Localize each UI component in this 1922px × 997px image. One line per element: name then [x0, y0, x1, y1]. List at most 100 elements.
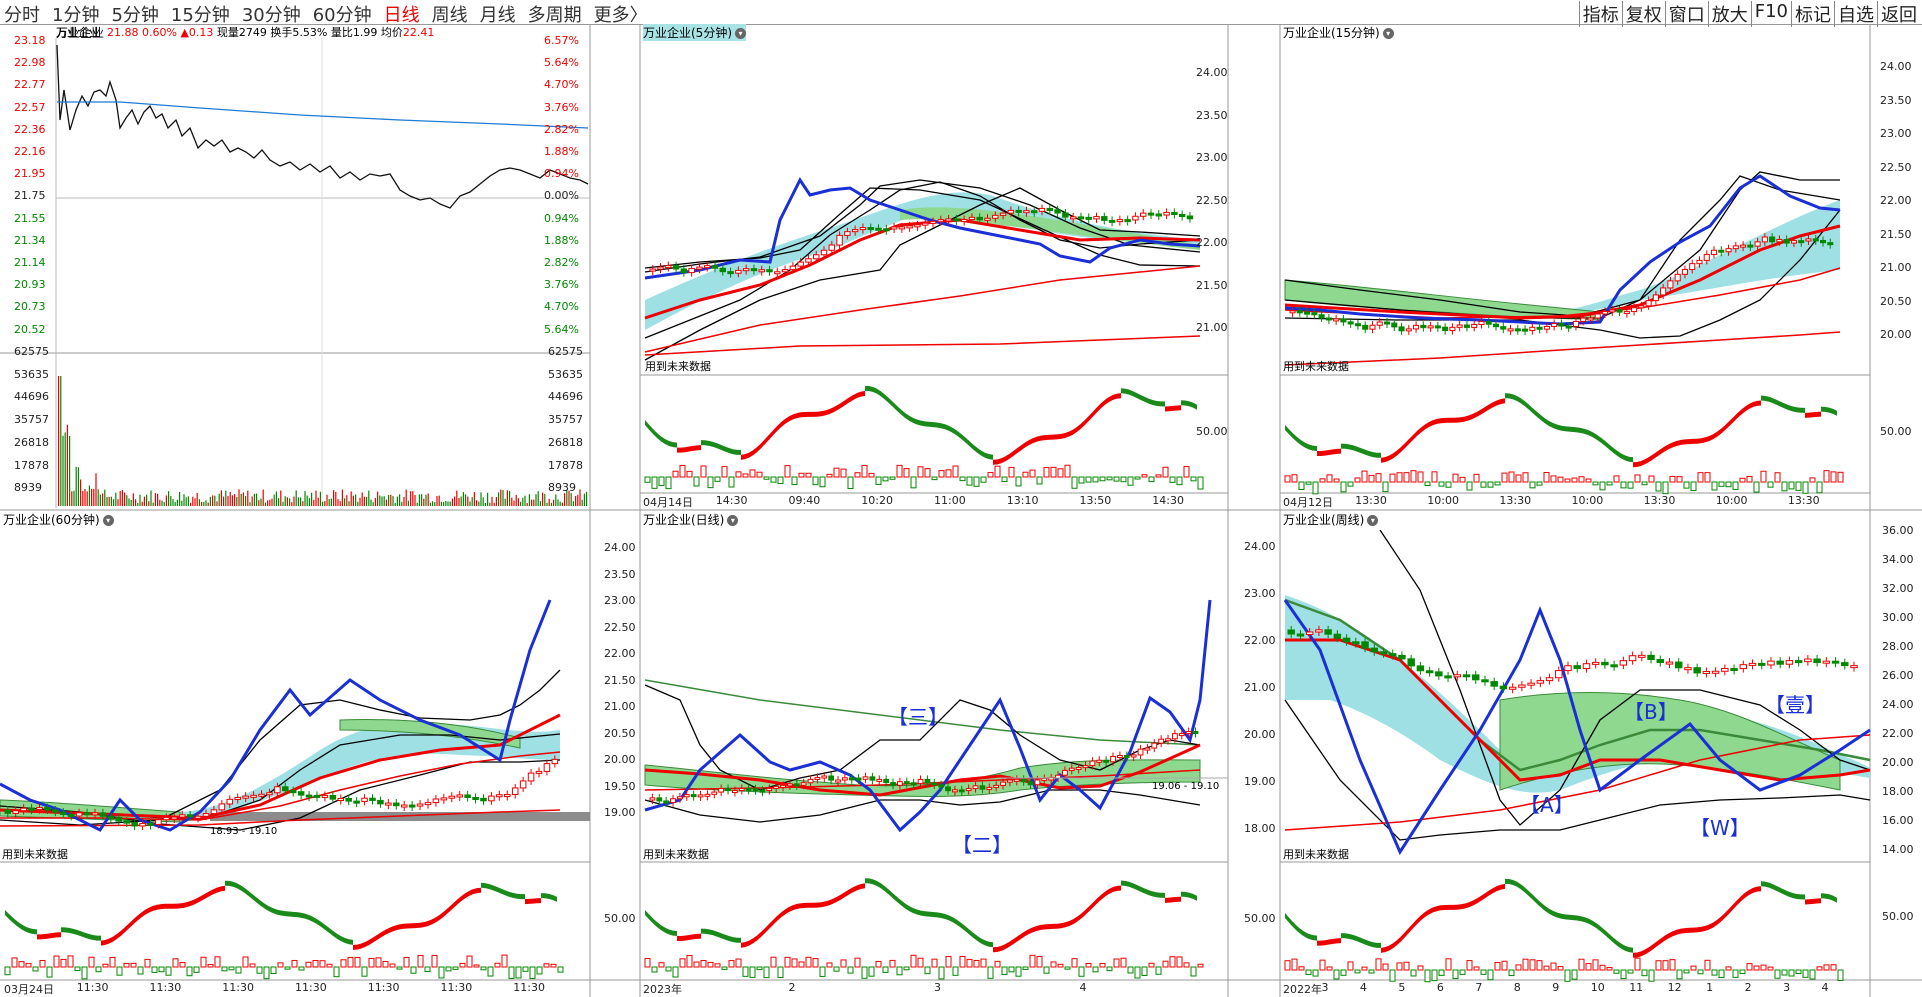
- volume-bar: [418, 494, 420, 506]
- candle: [1631, 307, 1638, 313]
- candle: [1062, 212, 1069, 218]
- candle: [1093, 216, 1100, 220]
- tool-btn-3[interactable]: 放大: [1707, 1, 1751, 27]
- osc-bar: [1613, 969, 1620, 974]
- volume-bar: [128, 498, 130, 506]
- osc-bar: [679, 464, 686, 478]
- tab-0[interactable]: 分时: [4, 5, 40, 26]
- candle: [1702, 670, 1711, 674]
- pweek-xtick: 2: [1744, 981, 1752, 994]
- pday-title[interactable]: 万业企业(日线) ▾: [643, 511, 739, 528]
- candle: [1545, 677, 1554, 682]
- tool-btn-1[interactable]: 复权: [1621, 1, 1665, 27]
- tab-4[interactable]: 30分钟: [241, 5, 301, 26]
- volume-bar: [537, 491, 539, 506]
- tool-btn-0[interactable]: 指标: [1578, 1, 1622, 27]
- osc-bar: [1473, 473, 1480, 483]
- candle: [688, 268, 695, 274]
- candle: [163, 816, 170, 821]
- tab-9[interactable]: 多周期: [527, 5, 582, 26]
- tool-btn-5[interactable]: 标记: [1791, 1, 1834, 27]
- candle: [931, 782, 938, 786]
- osc-bar: [658, 962, 665, 968]
- pweek-ytick: 24.00: [1244, 540, 1276, 553]
- osc-bar: [25, 963, 32, 968]
- volume-bar: [286, 497, 288, 506]
- osc-bar: [1585, 478, 1592, 483]
- candle: [976, 216, 983, 221]
- osc-bar: [1113, 958, 1120, 968]
- p15-title[interactable]: 万业企业(15分钟) ▾: [1283, 24, 1394, 41]
- tab-2[interactable]: 5分钟: [111, 5, 159, 26]
- candle: [725, 787, 731, 792]
- volume-bar: [58, 376, 60, 506]
- osc-bar: [1774, 472, 1781, 483]
- pday-ytick: 23.00: [604, 594, 636, 607]
- osc-bar: [1725, 481, 1732, 488]
- volume-bar: [359, 497, 361, 506]
- candle: [738, 787, 745, 792]
- tool-btn-2[interactable]: 窗口: [1664, 1, 1708, 27]
- osc-bar: [137, 966, 144, 975]
- candle: [1827, 242, 1834, 246]
- osc-bar: [1183, 962, 1190, 968]
- tab-8[interactable]: 月线: [479, 5, 516, 26]
- volume-bar: [190, 502, 192, 506]
- volume-bar: [460, 496, 462, 506]
- candle: [1034, 779, 1041, 786]
- volume-bar: [575, 495, 577, 506]
- volume-bar: [546, 502, 548, 506]
- osc-bar: [1718, 481, 1725, 487]
- tab-6[interactable]: 日线: [383, 5, 420, 26]
- osc-bar: [1099, 476, 1106, 482]
- osc-bar: [896, 464, 903, 478]
- tab-7[interactable]: 周线: [431, 5, 468, 26]
- osc-bar: [700, 465, 707, 478]
- volume-bar: [304, 491, 306, 506]
- candle: [1147, 212, 1155, 216]
- tab-1[interactable]: 1分钟: [52, 5, 100, 26]
- volume-bar: [66, 424, 68, 506]
- osc-bar: [67, 955, 74, 968]
- osc-bar: [651, 476, 658, 489]
- candle: [1652, 294, 1659, 302]
- tab-3[interactable]: 15分钟: [170, 5, 230, 26]
- candle: [1434, 325, 1441, 329]
- osc-bar: [480, 966, 487, 971]
- ts-pct-tick: 0.94%: [544, 211, 579, 225]
- candle: [337, 797, 345, 801]
- osc-bar: [1606, 481, 1613, 486]
- p5-title[interactable]: 万业企业(5分钟) ▾: [643, 24, 746, 41]
- volume-bar: [300, 497, 302, 506]
- tab-10[interactable]: 更多〉: [593, 5, 648, 26]
- osc-bar: [1809, 477, 1816, 483]
- volume-bar: [218, 493, 220, 506]
- candle: [1674, 661, 1683, 669]
- volume-bar: [555, 494, 557, 506]
- p60-title[interactable]: 万业企业(60分钟) ▾: [3, 511, 114, 528]
- pday-ytick: 19.50: [604, 779, 636, 793]
- osc-bar: [1134, 476, 1141, 480]
- candle: [488, 795, 495, 802]
- volume-bar: [506, 490, 508, 506]
- volume-bar: [308, 498, 310, 506]
- volume-bar: [278, 498, 280, 506]
- osc-bar: [305, 961, 312, 968]
- tool-btn-6[interactable]: 自选: [1834, 1, 1877, 27]
- tool-btn-7[interactable]: 返回: [1877, 1, 1920, 27]
- candle: [1754, 241, 1761, 247]
- tab-5[interactable]: 60分钟: [312, 5, 372, 26]
- candle: [1739, 664, 1748, 670]
- pweek-title[interactable]: 万业企业(周线) ▾: [1283, 511, 1379, 528]
- osc-bar: [679, 958, 686, 968]
- candle: [1325, 317, 1332, 321]
- volume-bar: [132, 493, 134, 506]
- osc-bar: [74, 966, 81, 971]
- candle: [1425, 670, 1434, 674]
- candle: [937, 219, 945, 223]
- volume-bar: [121, 490, 123, 506]
- tool-btn-4[interactable]: F10: [1750, 1, 1791, 27]
- osc-bar: [672, 470, 679, 478]
- osc-bar: [847, 476, 854, 490]
- osc-bar: [1029, 469, 1036, 478]
